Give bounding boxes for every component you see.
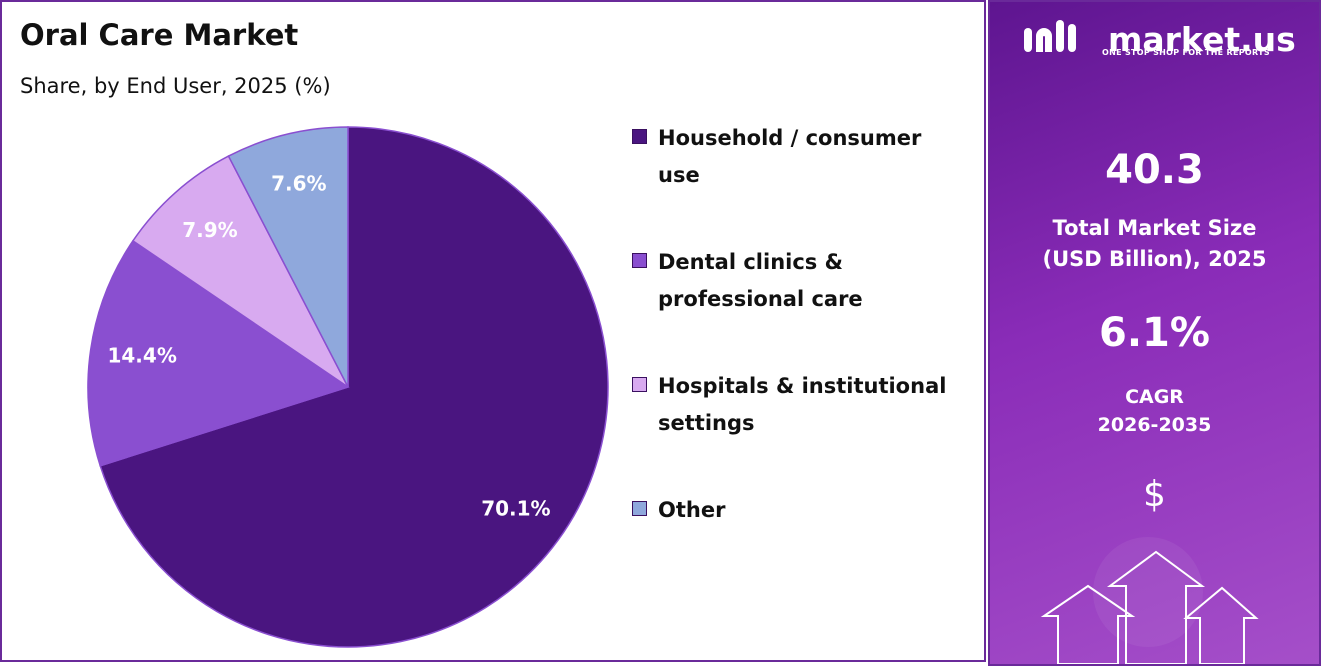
data-label: 7.9% — [182, 218, 237, 242]
cagr-label: CAGR — [1125, 386, 1184, 408]
chart-area: Oral Care Market Share, by End User, 202… — [0, 0, 986, 662]
dollar-icon: $ — [1143, 474, 1166, 515]
cagr-label: 2026-2035 — [1097, 414, 1212, 436]
side-panel: market.us ONE STOP SHOP FOR THE REPORTS … — [988, 0, 1321, 666]
legend-label: Other — [658, 498, 726, 522]
pie-slice — [87, 239, 350, 467]
data-label: 7.6% — [271, 171, 326, 195]
legend-label: Dental clinics & professional care — [658, 250, 863, 311]
panel-graphics — [1024, 20, 1259, 664]
arrows — [1040, 550, 1259, 664]
cagr-value: 6.1% — [1099, 310, 1210, 356]
market-size: 40.3 — [1105, 147, 1204, 193]
chart-title: Oral Care Market — [20, 18, 299, 52]
pie-chart: 70.1% 14.4% 7.9% 7.6% — [87, 126, 609, 648]
market-size-label: Total Market Size — [1052, 216, 1257, 240]
legend-swatch — [632, 253, 647, 268]
pie-slice — [227, 126, 349, 388]
pie-slice — [99, 126, 609, 648]
market-size-label: (USD Billion), 2025 — [1042, 247, 1267, 271]
brand-name: market.us — [1108, 20, 1296, 59]
data-label: 70.1% — [481, 496, 550, 520]
brand-logo — [1024, 20, 1076, 52]
legend-label: Household / consumer use — [658, 126, 922, 187]
legend-label: Hospitals & institutional settings — [658, 374, 947, 435]
brand-tagline: ONE STOP SHOP FOR THE REPORTS — [1102, 48, 1270, 57]
chart-subtitle: Share, by End User, 2025 (%) — [20, 74, 331, 98]
pie-slice — [131, 155, 349, 388]
decor — [1093, 537, 1203, 647]
data-label: 14.4% — [107, 344, 176, 368]
legend-swatch — [632, 377, 647, 392]
legend-swatch — [632, 501, 647, 516]
legend-swatch — [632, 129, 647, 144]
